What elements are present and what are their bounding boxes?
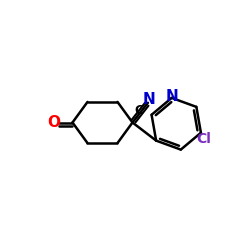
Text: Cl: Cl [196,132,211,146]
Text: O: O [48,115,61,130]
Text: N: N [143,92,156,106]
Text: N: N [165,89,178,104]
Text: C: C [134,104,143,117]
